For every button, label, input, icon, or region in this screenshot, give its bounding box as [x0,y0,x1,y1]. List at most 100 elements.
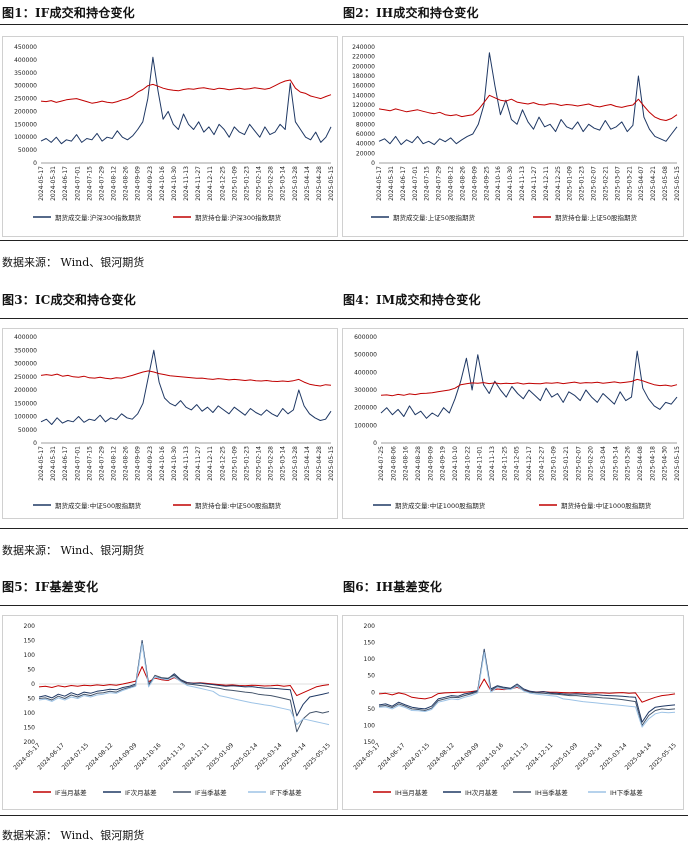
x-tick-label: 2024-11-01 [477,446,484,481]
divider [0,240,688,241]
chart-ih-volume-oi: 0 20000 40000 60000 80000 100000 120000 140000 1… [352,44,681,222]
chart-ic-volume-oi: 0 50000 100000 150000 200000 250000 300000 3500… [14,334,335,510]
x-tick-label: 2025-03-21 [626,166,633,201]
x-tick-label: 2024-11-27 [195,166,202,201]
x-tick-label: 2024-08-26 [123,166,130,201]
x-tick-label: 2024-11-13 [183,166,190,201]
x-tick-label: 2024-10-30 [171,446,178,481]
chart-if-basis: 200150100500501001502002024-05-172024-06… [12,623,332,797]
x-tick-label: 2024-06-17 [62,446,69,481]
x-tick-label: 2025-03-26 [625,446,632,481]
y-tick-label: 0 [371,689,375,696]
x-tick-label: 2024-08-12 [111,446,118,481]
x-tick-label: 2025-04-08 [637,446,644,481]
x-tick-label: 2025-03-14 [280,446,287,481]
x-tick-label: 2025-05-15 [674,166,681,201]
x-tick-label: 2024-07-29 [98,166,105,201]
chart-panel-ic: 0 50000 100000 150000 200000 250000 300000 3500… [2,328,338,519]
y-tick-label: 250000 [14,374,37,381]
x-tick-label: 2024-10-30 [507,166,514,201]
y-tick-label: 350000 [14,347,37,354]
y-tick-label: 350000 [14,70,37,77]
x-tick-label: 2024-09-09 [135,446,142,481]
y-tick-label: 250000 [14,96,37,103]
legend-label: 期货持仓量:上证50股指期货 [555,213,637,222]
x-tick-label: 2024-07-15 [86,166,93,201]
x-tick-label: 2024-05-31 [50,166,57,201]
y-tick-label: 50 [27,696,35,703]
divider [0,605,688,606]
x-tick-label: 2024-11-13 [183,446,190,481]
x-tick-label: 2024-07-29 [98,446,105,481]
x-tick-label: 2024-12-05 [514,446,521,481]
x-tick-label: 2024-07-15 [424,166,431,201]
x-tick-label: 2024-09-09 [135,166,142,201]
legend-label: IH下季基差 [610,788,643,797]
legend-label: 期货持仓量:中证500股指期货 [195,501,282,510]
y-tick-label: 50000 [18,427,37,434]
x-tick-label: 2024-08-06 [390,446,397,481]
legend-label: 期货成交量:中证500股指期货 [55,501,142,510]
legend-label: IF当月基差 [55,788,87,797]
x-tick-label: 2025-05-15 [648,742,678,772]
chart-panel-im: 0 100000 200000 300000 400000 500000 600000 202… [342,328,684,519]
y-tick-label: 200000 [14,108,37,115]
x-tick-label: 2025-04-30 [662,446,669,481]
data-source-note: 数据来源： Wind、银河期货 [2,829,145,842]
y-tick-label: 80000 [356,121,375,128]
x-tick-label: 2025-02-21 [602,166,609,201]
legend-label: IH当月基差 [395,788,428,797]
chart-panel-if-basis: 200 150 100 50 0 50 100 150 200 2024-05-17 2024-06… [2,615,338,810]
y-tick-label: 400000 [14,334,37,341]
y-tick-label: 150 [364,640,376,647]
x-tick-label: 2025-03-04 [600,446,607,481]
series-line [378,648,676,723]
y-tick-label: 0 [33,440,37,447]
y-tick-label: 100000 [14,134,37,141]
x-tick-label: 2024-07-15 [86,446,93,481]
figure-2-title: 图2：IH成交和持仓变化 [343,6,479,20]
series-line [380,350,678,419]
x-tick-label: 2024-08-12 [448,166,455,201]
x-tick-label: 2024-09-23 [147,166,154,201]
x-tick-label: 2025-03-14 [280,166,287,201]
x-tick-label: 2025-02-14 [256,446,263,481]
divider [0,815,688,816]
x-tick-label: 2025-01-09 [231,446,238,481]
x-tick-label: 2024-11-27 [195,446,202,481]
series-line [40,349,332,425]
x-tick-label: 2024-09-09 [427,446,434,481]
figure-1-title: 图1：IF成交和持仓变化 [2,6,135,20]
legend-label: 期货成交量:沪深300指数期货 [55,213,142,222]
x-tick-label: 2025-02-14 [256,166,263,201]
x-tick-label: 2025-04-14 [304,166,311,201]
y-tick-label: 100000 [354,422,377,429]
divider [0,24,688,25]
y-tick-label: 0 [373,440,377,447]
legend-label: IH当季基差 [535,788,568,797]
series-line [380,378,678,397]
series-line [378,650,676,726]
x-tick-label: 2025-03-28 [292,446,299,481]
y-tick-label: 300000 [14,83,37,90]
y-tick-label: 120000 [352,102,375,109]
y-tick-label: 300000 [14,361,37,368]
y-tick-label: 0 [33,160,37,167]
x-tick-label: 2024-05-17 [38,166,45,201]
chart-if-volume-oi: 0 50000 100000 150000 200000 250000 300000 3500… [14,44,335,222]
x-tick-label: 2024-09-23 [147,446,154,481]
x-tick-label: 2024-05-31 [388,166,395,201]
x-tick-label: 2024-05-17 [376,166,383,201]
x-tick-label: 2024-11-27 [531,166,538,201]
y-tick-label: 600000 [354,334,377,341]
x-tick-label: 2024-10-22 [464,446,471,481]
x-tick-label: 2024-10-16 [159,446,166,481]
x-tick-label: 2025-05-15 [328,166,335,201]
y-tick-label: 140000 [352,92,375,99]
y-tick-label: 150 [24,725,36,732]
legend-label: 期货持仓量:中证1000股指期货 [561,501,652,510]
y-tick-label: 100000 [14,414,37,421]
x-tick-label: 2025-04-21 [650,166,657,201]
chart-panel-ih: 0 20000 40000 60000 80000 100000 120000 140000 1… [342,36,684,237]
y-tick-label: 200 [364,623,376,630]
